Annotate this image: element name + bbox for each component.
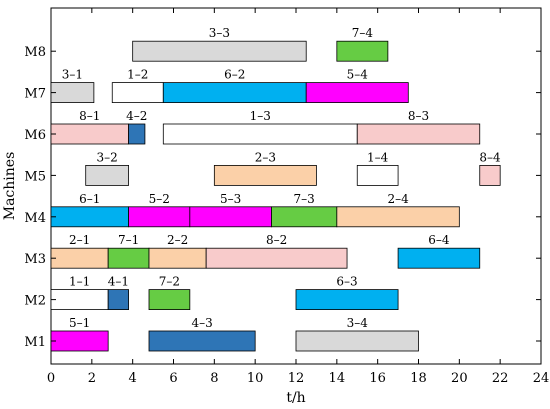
task-bar-5-2 xyxy=(128,206,191,228)
task-bar-6-3 xyxy=(295,289,399,311)
task-label-8-3: 8–3 xyxy=(408,109,429,123)
task-label-6-4: 6–4 xyxy=(428,233,450,247)
task-bar-2-1 xyxy=(50,247,109,269)
task-label-6-2: 6–2 xyxy=(224,68,245,82)
task-bar-4-1 xyxy=(107,289,129,311)
task-bar-3-4 xyxy=(295,330,419,352)
task-bar-7-4 xyxy=(336,40,389,62)
task-label-5-1: 5–1 xyxy=(69,316,90,330)
task-label-4-2: 4–2 xyxy=(126,109,147,123)
x-axis-ticks: 0 2 4 6 8 10 12 14 16 18 20 22 24 xyxy=(47,8,549,386)
task-bar-5-4 xyxy=(305,82,409,103)
task-label-6-3: 6–3 xyxy=(336,275,357,289)
task-bar-7-3 xyxy=(271,206,338,228)
task-bar-3-1 xyxy=(50,82,95,103)
machine-label-m3: M3 xyxy=(24,252,46,267)
task-label-3-2: 3–2 xyxy=(97,150,118,164)
task-bar-6-4 xyxy=(397,247,481,269)
task-bar-2-2 xyxy=(148,247,207,269)
task-bar-5-1 xyxy=(50,330,109,352)
x-tick-label: 16 xyxy=(369,371,386,386)
task-bar-1-4 xyxy=(356,164,399,186)
task-label-2-2: 2–2 xyxy=(167,233,188,247)
task-bar-8-3 xyxy=(356,123,481,145)
task-label-1-3: 1–3 xyxy=(250,109,271,123)
task-bar-3-2 xyxy=(85,164,129,186)
task-label-1-1: 1–1 xyxy=(69,275,90,289)
task-bar-8-2 xyxy=(205,247,348,269)
machine-label-m8: M8 xyxy=(24,45,46,60)
task-bar-8-1 xyxy=(50,123,129,145)
task-label-7-4: 7–4 xyxy=(352,26,374,40)
task-bar-1-3 xyxy=(162,123,358,145)
task-label-3-3: 3–3 xyxy=(209,26,230,40)
machine-label-m4: M4 xyxy=(24,211,46,226)
task-labels: 3–3 7–4 3–1 1–2 6–2 5–4 8–1 4–2 1–3 8–3 3–2 2–3 1–4 8… xyxy=(62,26,501,330)
task-label-8-2: 8–2 xyxy=(266,233,287,247)
task-label-7-2: 7–2 xyxy=(159,275,180,289)
task-label-2-1: 2–1 xyxy=(69,233,90,247)
task-label-7-1: 7–1 xyxy=(118,233,139,247)
task-bar-7-2 xyxy=(148,289,191,311)
task-label-2-4: 2–4 xyxy=(387,192,409,206)
x-tick-label: 2 xyxy=(88,371,96,386)
task-bar-6-1 xyxy=(50,206,129,228)
machine-label-m5: M5 xyxy=(24,169,46,184)
task-bar-2-3 xyxy=(213,164,317,186)
machine-labels: M1 M2 M3 M4 M5 M6 M7 M8 xyxy=(24,45,541,350)
x-tick-label: 6 xyxy=(169,371,177,386)
x-tick-label: 8 xyxy=(210,371,218,386)
y-axis-title: Machines xyxy=(2,152,18,221)
task-bar-6-2 xyxy=(162,82,307,103)
task-bars xyxy=(50,40,501,352)
task-bar-1-2 xyxy=(111,82,164,103)
task-bar-4-2 xyxy=(128,123,146,145)
task-bar-2-4 xyxy=(336,206,460,228)
task-bar-7-1 xyxy=(107,247,150,269)
task-label-5-4: 5–4 xyxy=(347,68,369,82)
x-tick-label: 4 xyxy=(129,371,137,386)
task-bar-4-3 xyxy=(148,330,256,352)
task-label-3-1: 3–1 xyxy=(62,68,83,82)
x-tick-label: 14 xyxy=(329,371,346,386)
x-tick-label: 20 xyxy=(451,371,468,386)
task-label-5-2: 5–2 xyxy=(149,192,170,206)
task-label-1-2: 1–2 xyxy=(127,68,148,82)
machine-label-m6: M6 xyxy=(24,128,46,143)
x-tick-label: 12 xyxy=(288,371,305,386)
task-bar-8-4 xyxy=(479,164,501,186)
task-bar-3-3 xyxy=(132,40,307,62)
machine-label-m1: M1 xyxy=(24,335,46,350)
machine-label-m2: M2 xyxy=(24,294,46,309)
x-tick-label: 0 xyxy=(47,371,55,386)
machine-label-m7: M7 xyxy=(24,87,46,102)
task-label-7-3: 7–3 xyxy=(294,192,315,206)
x-tick-label: 10 xyxy=(247,371,264,386)
task-label-3-4: 3–4 xyxy=(347,316,369,330)
x-axis-title: t/h xyxy=(286,390,305,406)
task-label-5-3: 5–3 xyxy=(220,192,241,206)
x-tick-label: 24 xyxy=(533,371,550,386)
x-tick-label: 22 xyxy=(492,371,509,386)
task-bar-5-3 xyxy=(189,206,272,228)
task-label-8-1: 8–1 xyxy=(79,109,100,123)
task-label-4-1: 4–1 xyxy=(108,275,129,289)
task-label-6-1: 6–1 xyxy=(79,192,100,206)
task-label-4-3: 4–3 xyxy=(191,316,212,330)
task-label-2-3: 2–3 xyxy=(255,150,276,164)
x-tick-label: 18 xyxy=(410,371,427,386)
task-label-1-4: 1–4 xyxy=(367,150,389,164)
task-bar-1-1 xyxy=(50,289,109,311)
task-label-8-4: 8–4 xyxy=(479,150,501,164)
